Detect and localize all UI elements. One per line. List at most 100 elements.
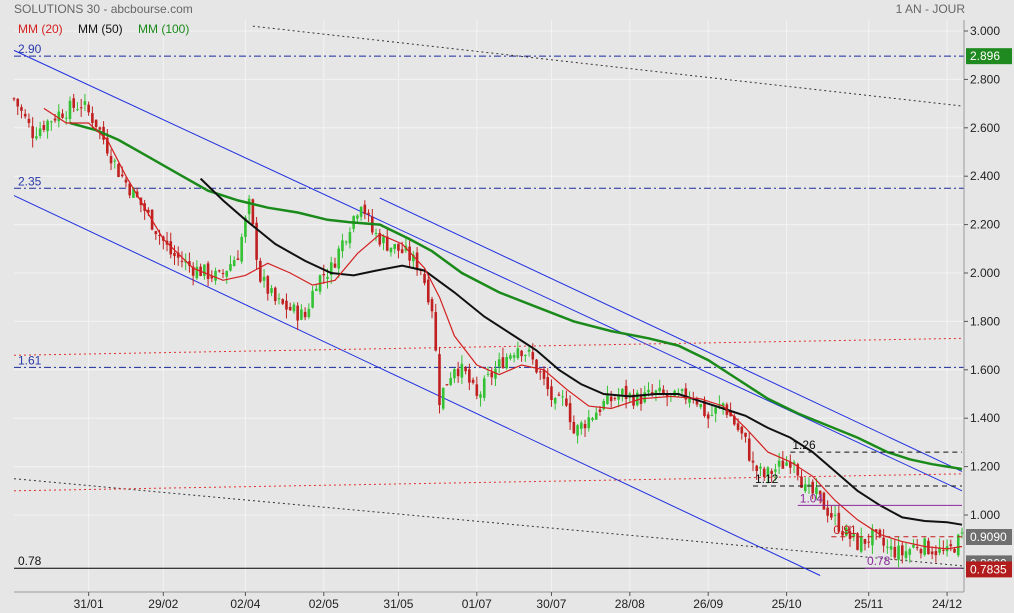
x-tick-label: 31/01 (74, 597, 104, 611)
candle-body (509, 355, 512, 359)
candle-body (572, 421, 576, 434)
candle-body (960, 532, 964, 534)
candle-body (565, 398, 568, 406)
candle-body (789, 461, 792, 468)
candle-body (624, 385, 628, 400)
candle-body (132, 188, 135, 198)
candle-body (654, 390, 658, 394)
candle-body (423, 273, 426, 284)
price-badge (966, 48, 1012, 65)
candle-body (811, 481, 815, 494)
candle-body (385, 236, 389, 251)
candle-body (482, 378, 486, 398)
candle-body (516, 348, 520, 359)
candle-body (471, 379, 475, 383)
candle-body (587, 417, 591, 429)
candle-body (602, 401, 606, 410)
candle-body (785, 462, 788, 466)
candle-body (378, 232, 382, 245)
candle-body (128, 183, 132, 196)
candle-body (460, 363, 464, 378)
candle-body (475, 384, 479, 396)
candle-body (900, 545, 904, 556)
candle-body (557, 394, 561, 396)
candle-body (871, 528, 874, 546)
candle-body (393, 244, 396, 249)
candle-body (94, 119, 98, 127)
trendline (13, 49, 963, 492)
candle-body (550, 386, 553, 400)
candle-body (217, 270, 221, 272)
legend: MM (20) MM (50) MM (100) (18, 22, 189, 36)
candle-body (176, 252, 180, 258)
candle-body (147, 209, 150, 213)
x-tick-label: 25/11 (854, 597, 883, 611)
candle-body (236, 258, 240, 260)
annotated-level-label: 1.26 (792, 438, 816, 452)
candle-body (438, 354, 441, 406)
candle-body (285, 300, 288, 310)
candle-body (774, 469, 777, 472)
candle-body (400, 249, 404, 253)
candle-body (919, 549, 923, 554)
level-label: 1.61 (18, 353, 42, 367)
candle-body (255, 222, 258, 260)
candle-body (259, 260, 262, 282)
candle-body (759, 466, 762, 469)
candle-body (733, 416, 736, 425)
candle-body (106, 137, 109, 154)
candle-body (154, 231, 158, 235)
y-axis: 3.000 2.800 2.600 2.400 2.200 2.000 1.800 1.600… (963, 20, 1000, 592)
candle-body (464, 367, 467, 372)
candle-body (87, 104, 90, 113)
candle-body (262, 276, 266, 281)
candle-body (72, 98, 76, 108)
annotated-level-label: 0.78 (867, 554, 891, 568)
candle-body (524, 354, 527, 357)
y-tick-label: 2.200 (970, 218, 1000, 232)
candle-body (497, 359, 501, 367)
candle-body (23, 113, 27, 117)
y-tick-label: 1.400 (970, 411, 1000, 425)
candle-body (863, 538, 867, 544)
horizontal-levels: 2.90 2.35 1.61 0.78 (14, 42, 964, 569)
candle-body (688, 398, 691, 403)
candle-body (232, 260, 236, 267)
candle-body (886, 546, 889, 548)
x-tick-label: 29/02 (148, 597, 178, 611)
candle-body (356, 215, 359, 219)
candle-body (796, 464, 800, 476)
candle-body (721, 403, 725, 407)
candle-body (109, 156, 113, 164)
candle-body (382, 236, 385, 244)
candle-body (240, 236, 243, 262)
x-tick-label: 30/07 (536, 597, 566, 611)
candle-body (296, 305, 299, 321)
x-tick-label: 28/08 (615, 597, 645, 611)
candle-body (270, 288, 273, 293)
candle-body (203, 264, 206, 276)
candle-body (210, 276, 214, 279)
candle-body (609, 396, 613, 402)
candle-body (561, 396, 564, 398)
x-tick-label: 25/10 (772, 597, 802, 611)
candle-body (938, 547, 941, 553)
candle-body (57, 111, 61, 122)
candle-body (12, 98, 16, 100)
candle-body (322, 273, 326, 276)
candle-body (225, 271, 229, 277)
candle-body (288, 306, 292, 311)
y-tick-label: 1.200 (970, 460, 1000, 474)
candle-body (777, 460, 781, 467)
chart-period: 1 AN - JOUR (896, 2, 966, 16)
candle-body (341, 240, 344, 252)
candle-body (38, 128, 42, 136)
candle-body (91, 113, 94, 123)
candle-body (878, 529, 882, 536)
candle-body (273, 287, 277, 302)
candle-body (520, 350, 523, 357)
candle-body (195, 266, 199, 279)
legend-mm20: MM (20) (18, 22, 63, 36)
annotated-level-label: 1.12 (755, 472, 779, 486)
